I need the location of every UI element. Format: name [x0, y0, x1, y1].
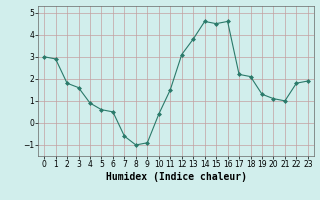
X-axis label: Humidex (Indice chaleur): Humidex (Indice chaleur)	[106, 172, 246, 182]
